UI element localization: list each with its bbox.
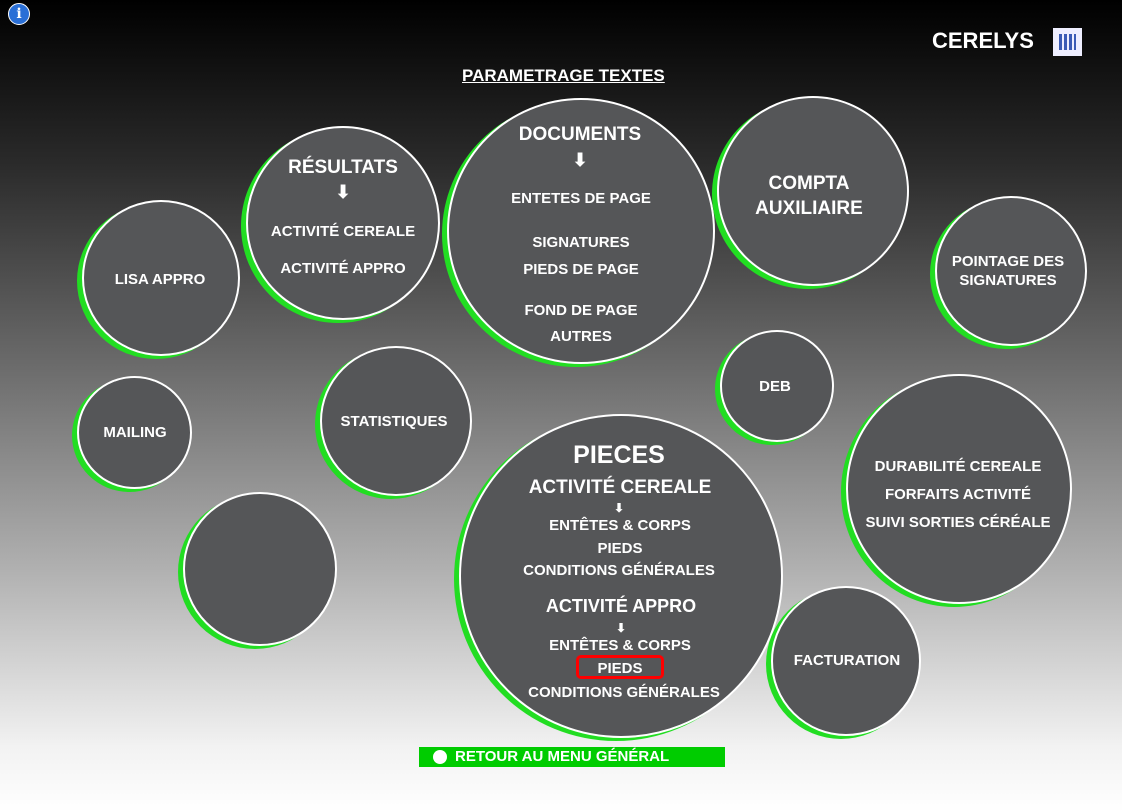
pieces-cereale-title: ACTIVITÉ CEREALE	[528, 477, 712, 498]
circle-mailing[interactable]	[77, 376, 192, 489]
return-icon	[433, 750, 447, 764]
brand: CERELYS	[932, 28, 1034, 53]
circle-pieces	[459, 414, 783, 738]
suivi-sorties-link[interactable]: SUIVI SORTIES CÉRÉALE	[865, 514, 1051, 531]
info-icon[interactable]: i	[8, 3, 30, 25]
cereale-conditions-link[interactable]: CONDITIONS GÉNÉRALES	[523, 562, 715, 579]
circle-facturation[interactable]	[771, 586, 921, 736]
appro-pieds-link[interactable]: PIEDS	[597, 660, 643, 677]
circle-pointage[interactable]	[935, 196, 1087, 346]
forfaits-link[interactable]: FORFAITS ACTIVITÉ	[884, 486, 1032, 503]
building-icon	[1053, 28, 1082, 56]
cereale-entetes-link[interactable]: ENTÊTES & CORPS	[549, 517, 691, 534]
resultats-title: RÉSULTATS	[288, 157, 398, 178]
circle-durabilite	[846, 374, 1072, 604]
resultats-appro-link[interactable]: ACTIVITÉ APPRO	[280, 260, 406, 277]
circle-documents	[447, 98, 715, 364]
page-title: PARAMETRAGE TEXTES	[462, 66, 665, 85]
lisa-appro-link[interactable]: LISA APPRO	[114, 271, 206, 288]
mailing-link[interactable]: MAILING	[103, 424, 167, 441]
facturation-link[interactable]: FACTURATION	[793, 652, 901, 669]
circle-statistiques[interactable]	[320, 346, 472, 496]
appro-conditions-link[interactable]: CONDITIONS GÉNÉRALES	[528, 684, 720, 701]
circle-lisa-appro[interactable]	[82, 200, 240, 356]
appro-entetes-link[interactable]: ENTÊTES & CORPS	[549, 637, 691, 654]
pointage-line1: POINTAGE DES	[951, 253, 1065, 270]
pointage-line2: SIGNATURES	[959, 272, 1057, 289]
selected-highlight	[576, 655, 664, 679]
arrow-down-icon: ⬇	[615, 621, 627, 635]
autres-link[interactable]: AUTRES	[550, 328, 612, 345]
statistiques-link[interactable]: STATISTIQUES	[340, 413, 448, 430]
return-label: RETOUR AU MENU GÉNÉRAL	[455, 748, 670, 765]
signatures-link[interactable]: SIGNATURES	[532, 234, 630, 251]
return-menu-button[interactable]: RETOUR AU MENU GÉNÉRAL	[419, 747, 725, 767]
circle-resultats	[246, 126, 440, 320]
circle-empty	[183, 492, 337, 646]
circle-compta-auxiliaire[interactable]	[717, 96, 909, 286]
durabilite-link[interactable]: DURABILITÉ CEREALE	[874, 458, 1042, 475]
pieces-appro-title: ACTIVITÉ APPRO	[545, 596, 697, 616]
entetes-page-link[interactable]: ENTETES DE PAGE	[511, 190, 651, 207]
documents-title: DOCUMENTS	[518, 124, 642, 145]
compta-line2: AUXILIAIRE	[755, 198, 863, 219]
pieces-title: PIECES	[573, 441, 665, 469]
circle-deb[interactable]	[720, 330, 834, 442]
arrow-down-icon: ⬇	[613, 501, 625, 515]
cereale-pieds-link[interactable]: PIEDS	[597, 540, 643, 557]
deb-link[interactable]: DEB	[759, 378, 791, 395]
fond-page-link[interactable]: FOND DE PAGE	[524, 302, 638, 319]
pieds-page-link[interactable]: PIEDS DE PAGE	[523, 261, 639, 278]
arrow-down-icon: ⬇	[335, 182, 351, 202]
compta-line1: COMPTA	[768, 173, 850, 194]
resultats-cereale-link[interactable]: ACTIVITÉ CEREALE	[270, 223, 416, 240]
arrow-down-icon: ⬇	[572, 150, 588, 170]
